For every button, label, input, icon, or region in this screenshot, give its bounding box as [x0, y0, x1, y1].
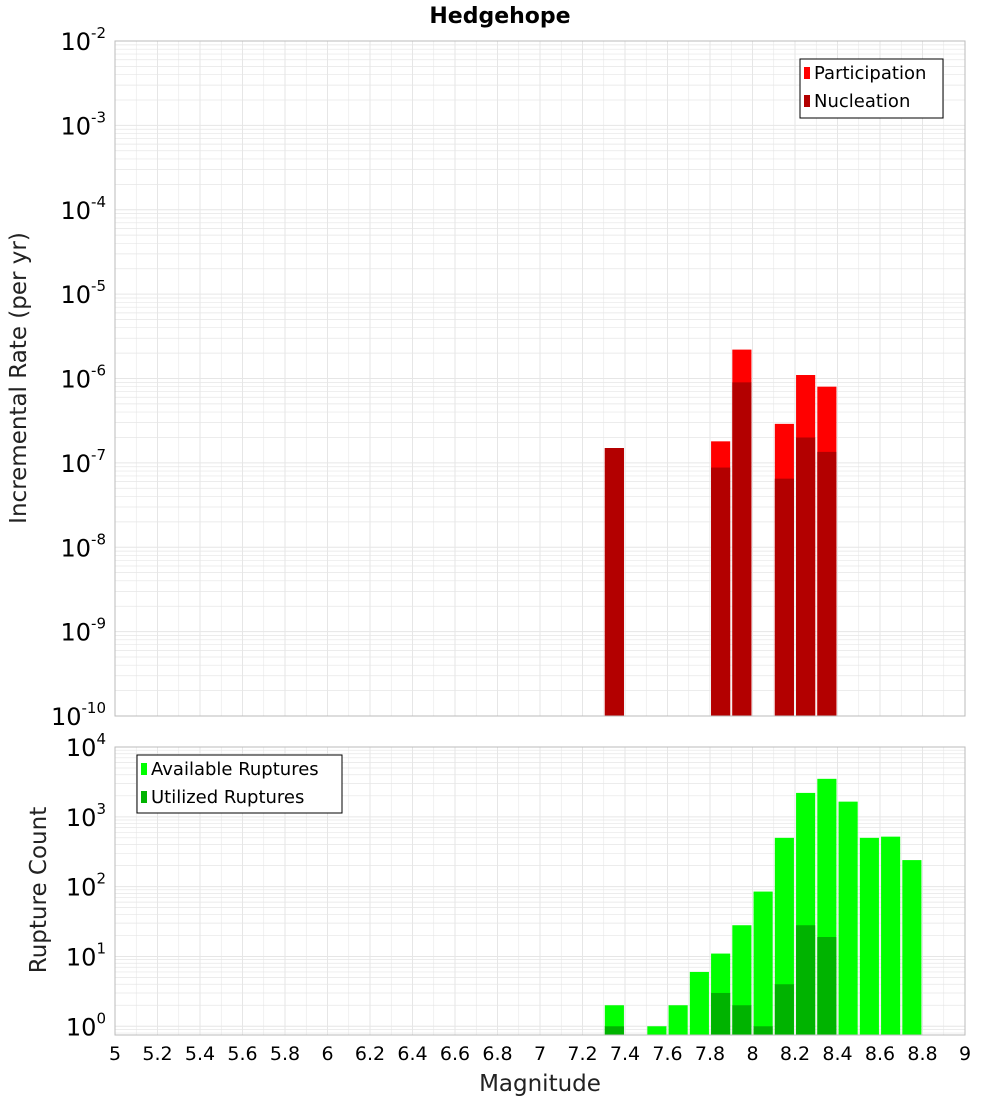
top-bar-nucleation — [732, 382, 752, 716]
x-tick-label: 7.6 — [652, 1043, 682, 1065]
bottom-y-tick-label: 103 — [66, 800, 106, 832]
x-tick-label: 6.6 — [440, 1043, 470, 1065]
bottom-bar-utilized-ruptures — [604, 1026, 624, 1035]
bottom-bar-utilized-ruptures — [817, 936, 837, 1035]
bottom-bar-utilized-ruptures — [732, 1005, 752, 1035]
top-bar-nucleation — [796, 437, 816, 716]
top-y-tick-label: 10-6 — [60, 362, 106, 394]
top-bar-nucleation — [774, 478, 794, 716]
bottom-legend-label: Available Ruptures — [151, 759, 319, 780]
bottom-y-tick-label: 104 — [66, 730, 106, 762]
top-legend-swatch — [804, 67, 810, 79]
bottom-legend-swatch — [141, 763, 147, 775]
x-tick-label: 8.8 — [907, 1043, 937, 1065]
top-y-tick-label: 10-4 — [60, 193, 106, 225]
chart-title: Hedgehope — [429, 4, 570, 29]
top-legend-box — [799, 58, 944, 119]
bottom-bar-available-ruptures — [859, 837, 879, 1035]
bottom-y-axis-label: Rupture Count — [26, 807, 52, 973]
bottom-bar-available-ruptures — [647, 1026, 667, 1035]
top-y-tick-label: 10-3 — [60, 108, 106, 140]
x-axis-label: Magnitude — [479, 1071, 601, 1097]
x-tick-label: 5.6 — [227, 1043, 257, 1065]
bottom-legend-swatch — [141, 791, 147, 803]
bottom-bar-available-ruptures — [689, 971, 709, 1035]
top-y-tick-label: 10-10 — [51, 699, 106, 731]
x-tick-label: 8.6 — [865, 1043, 895, 1065]
top-y-tick-label: 10-5 — [60, 277, 106, 309]
bottom-legend-box — [136, 754, 343, 814]
top-y-tick-label: 10-7 — [60, 446, 106, 478]
x-tick-label: 6.2 — [355, 1043, 385, 1065]
bottom-chart-panel: 100 101 102 103 104 Available Ruptures Utilize… — [66, 730, 966, 1041]
top-y-tick-label: 10-2 — [60, 24, 106, 56]
top-y-tick-label: 10-8 — [60, 530, 106, 562]
bottom-bar-available-ruptures — [753, 891, 773, 1035]
top-legend-label: Participation — [814, 63, 926, 84]
x-tick-label: 6.4 — [397, 1043, 427, 1065]
bottom-bar-utilized-ruptures — [711, 992, 731, 1035]
bottom-plot-frame — [114, 746, 966, 1036]
bottom-bar-utilized-ruptures — [753, 1026, 773, 1035]
x-tick-label: 8.2 — [780, 1043, 810, 1065]
bottom-y-tick-label: 100 — [66, 1009, 106, 1041]
bottom-bar-utilized-ruptures — [774, 984, 794, 1035]
top-bar-nucleation — [711, 467, 731, 716]
top-plot-frame — [114, 40, 966, 717]
bottom-bar-available-ruptures — [881, 836, 901, 1035]
top-y-axis-label: Incremental Rate (per yr) — [6, 232, 32, 524]
x-tick-label: 7.4 — [610, 1043, 640, 1065]
top-bar-nucleation — [817, 451, 837, 716]
bottom-bar-utilized-ruptures — [796, 925, 816, 1035]
bottom-legend-label: Utilized Ruptures — [151, 787, 304, 808]
top-legend-label: Nucleation — [814, 91, 910, 112]
x-tick-label: 8.4 — [822, 1043, 852, 1065]
bottom-y-tick-label: 102 — [66, 870, 106, 902]
x-tick-label: 5.4 — [185, 1043, 215, 1065]
x-tick-label: 7.2 — [567, 1043, 597, 1065]
x-tick-label: 6 — [321, 1043, 333, 1065]
x-tick-label: 8 — [746, 1043, 758, 1065]
x-tick-label: 7 — [534, 1043, 546, 1065]
bottom-y-tick-label: 101 — [66, 939, 106, 971]
x-tick-labels: 5 5.2 5.4 5.6 5.8 6 6.2 6.4 6.6 6.8 7 7.2 7.4 7.6 7.8 8… — [109, 1043, 971, 1065]
x-tick-label: 9 — [959, 1043, 971, 1065]
x-tick-label: 5 — [109, 1043, 121, 1065]
x-tick-label: 5.2 — [142, 1043, 172, 1065]
x-tick-label: 6.8 — [482, 1043, 512, 1065]
top-bar-nucleation — [604, 448, 624, 716]
bottom-bar-available-ruptures — [902, 860, 922, 1035]
bottom-bar-available-ruptures — [668, 1005, 688, 1035]
top-y-tick-label: 10-9 — [60, 615, 106, 647]
top-chart-panel: 10-10 10-9 10-8 10-7 10-6 10-5 10-4 10-3 10-2 Par… — [51, 24, 966, 731]
bottom-bar-available-ruptures — [838, 801, 858, 1035]
x-tick-label: 5.8 — [270, 1043, 300, 1065]
x-tick-label: 7.8 — [695, 1043, 725, 1065]
top-legend-swatch — [804, 95, 810, 107]
